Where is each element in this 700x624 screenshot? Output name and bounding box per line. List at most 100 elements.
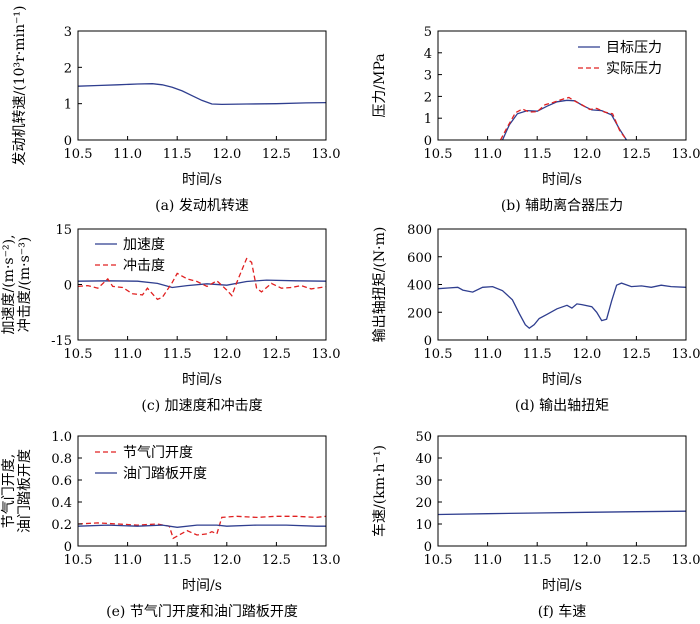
series-line-f-0 (438, 510, 686, 516)
y-tick-label: 0.4 (51, 496, 72, 511)
x-tick-label: 12.5 (622, 147, 651, 162)
plot-frame (437, 30, 687, 141)
x-tick-label: 12.0 (572, 347, 601, 362)
y-axis-label: 车速/(km·h⁻¹) (371, 445, 388, 537)
x-tick-label: 13.0 (672, 553, 700, 568)
y-axis-label: 输出轴扭矩/(N·m) (372, 227, 388, 343)
y-tick-label: 30 (415, 474, 432, 489)
x-tick-label: 12.5 (262, 147, 291, 162)
y-tick-label: 10 (415, 518, 432, 533)
x-tick-label: 13.0 (312, 147, 341, 162)
x-axis-label: 时间/s (542, 578, 582, 594)
x-tick-label: 12.0 (572, 147, 601, 162)
y-axis-label-second-line: 冲击度/(m·s⁻³) (17, 237, 33, 333)
x-tick-label: 13.0 (312, 553, 341, 568)
plot-frame (437, 435, 687, 547)
legend-label: 油门踏板开度 (123, 466, 207, 482)
series-line-b-1 (499, 96, 628, 140)
series-line-e-1 (78, 524, 326, 528)
x-tick-label: 13.0 (672, 147, 700, 162)
x-tick-label: 11.5 (523, 347, 552, 362)
legend-label: 目标压力 (606, 40, 662, 56)
x-tick-label: 12.0 (212, 347, 241, 362)
x-tick-label: 12.5 (622, 553, 651, 568)
panel-caption: (f) 车速 (538, 603, 587, 620)
x-tick-label: 10.5 (64, 347, 93, 362)
plot-frame (437, 228, 687, 341)
legend-label: 实际压力 (606, 61, 662, 77)
x-tick-label: 11.0 (473, 147, 502, 162)
x-tick-label: 10.5 (424, 347, 453, 362)
series-line-d-0 (438, 282, 686, 330)
chart-panel-a: 10.5 11.0 11.5 12.0 12.5 13.0 0 1 2 3 时间/s (a) 发动机转… (12, 6, 340, 214)
panel-caption: (b) 辅助离合器压力 (501, 197, 623, 214)
y-tick-label: -15 (51, 334, 72, 349)
legend-label: 冲击度 (123, 258, 165, 274)
x-axis-label: 时间/s (542, 372, 582, 388)
x-tick-label: 13.0 (672, 347, 700, 362)
y-tick-label: 20 (415, 496, 432, 511)
x-tick-label: 11.0 (113, 553, 142, 568)
panel-caption: (e) 节气门开度和油门踏板开度 (106, 604, 298, 620)
y-tick-label: 200 (407, 306, 432, 321)
x-tick-label: 11.0 (113, 147, 142, 162)
x-tick-label: 12.0 (212, 147, 241, 162)
y-axis-label: 加速度/(m·s⁻²), (1, 234, 17, 334)
x-tick-label: 12.5 (622, 347, 651, 362)
chart-panel-b: 10.5 11.0 11.5 12.0 12.5 13.0 0 1 2 3 4 5 时间/s (b) 辅助… (372, 25, 700, 214)
x-axis-label: 时间/s (542, 172, 582, 188)
y-tick-label: 0 (424, 334, 432, 349)
x-tick-label: 11.5 (163, 147, 192, 162)
y-tick-label: 0 (64, 540, 72, 555)
panel-caption: (a) 发动机转速 (155, 198, 249, 214)
y-tick-label: 0.2 (51, 518, 72, 533)
legend-label: 加速度 (123, 237, 165, 253)
plot-frame (77, 435, 327, 547)
x-tick-label: 11.5 (163, 553, 192, 568)
chart-panel-d: 10.5 11.0 11.5 12.0 12.5 13.0 0 200 400 600 800 时间/… (372, 223, 700, 414)
x-tick-label: 11.5 (523, 147, 552, 162)
y-tick-label: 0 (424, 134, 432, 149)
x-tick-label: 12.0 (572, 553, 601, 568)
y-tick-label: 800 (407, 223, 432, 238)
y-tick-label: 5 (424, 25, 432, 40)
y-tick-label: 400 (407, 279, 432, 294)
x-tick-label: 13.0 (312, 347, 341, 362)
y-tick-label: 50 (415, 430, 432, 445)
y-tick-label: 15 (55, 223, 72, 238)
y-tick-label: 1 (64, 98, 72, 113)
panel-caption: (c) 加速度和冲击度 (141, 398, 262, 414)
chart-panel-c: 10.5 11.0 11.5 12.0 12.5 13.0 -15 0 15 时间/s (c) 加速… (1, 223, 340, 414)
panel-caption: (d) 输出轴扭矩 (515, 398, 609, 414)
x-tick-label: 10.5 (64, 553, 93, 568)
y-tick-label: 0.8 (51, 452, 72, 467)
y-tick-label: 0.6 (51, 474, 72, 489)
y-axis-label-second-line: 油门踏板开度 (17, 449, 33, 533)
y-axis-label: 压力/MPa (372, 53, 388, 117)
x-tick-label: 11.0 (473, 347, 502, 362)
x-tick-label: 10.5 (64, 147, 93, 162)
series-line-e-0 (78, 515, 326, 540)
x-axis-label: 时间/s (182, 578, 222, 594)
x-tick-label: 10.5 (424, 147, 453, 162)
y-tick-label: 1.0 (51, 430, 72, 445)
x-tick-label: 12.5 (262, 347, 291, 362)
y-tick-label: 0 (64, 279, 72, 294)
y-tick-label: 40 (415, 452, 432, 467)
y-tick-label: 1 (424, 112, 432, 127)
y-tick-label: 0 (64, 134, 72, 149)
x-tick-label: 11.5 (523, 553, 552, 568)
y-tick-label: 2 (64, 61, 72, 76)
x-tick-label: 12.0 (212, 553, 241, 568)
legend-label: 节气门开度 (123, 445, 193, 461)
series-line-c-1 (78, 257, 326, 301)
series-line-c-0 (78, 279, 326, 289)
x-tick-label: 12.5 (262, 553, 291, 568)
chart-panel-f: 10.5 11.0 11.5 12.0 12.5 13.0 0 10 20 30 40 50 时间/s (… (371, 430, 700, 620)
plot-frame (77, 30, 327, 141)
x-tick-label: 11.0 (473, 553, 502, 568)
series-line-b-0 (501, 99, 628, 140)
x-tick-label: 10.5 (424, 553, 453, 568)
